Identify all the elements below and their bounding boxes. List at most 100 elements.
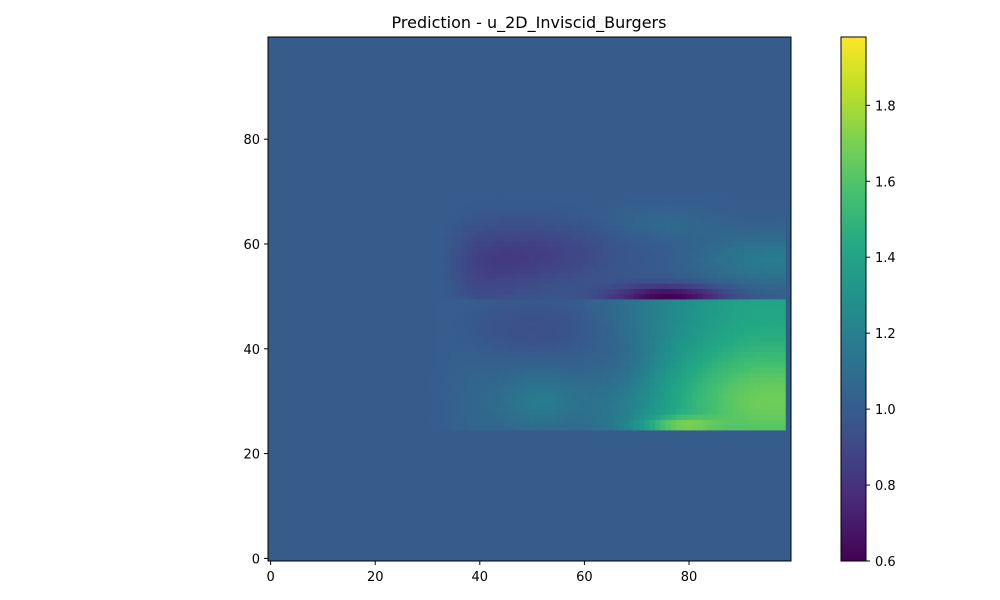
- heatmap-cell: [273, 555, 279, 562]
- heatmap-cell: [351, 471, 358, 478]
- heatmap-cell: [451, 346, 457, 352]
- heatmap-cell: [764, 529, 771, 536]
- heatmap-cell: [597, 540, 604, 546]
- heatmap-cell: [681, 513, 687, 520]
- heatmap-cell: [555, 461, 562, 468]
- heatmap-cell: [351, 529, 358, 536]
- heatmap-cell: [309, 498, 316, 504]
- heatmap-cell: [362, 550, 368, 557]
- heatmap-cell: [628, 450, 635, 457]
- heatmap-cell: [743, 299, 750, 305]
- heatmap-cell: [294, 529, 300, 536]
- heatmap-cell: [592, 487, 598, 494]
- heatmap-cell: [686, 545, 693, 551]
- heatmap-cell: [723, 430, 729, 436]
- heatmap-cell: [728, 492, 734, 499]
- heatmap-cell: [299, 545, 306, 551]
- heatmap-cell: [754, 319, 761, 326]
- heatmap-cell: [451, 466, 457, 473]
- heatmap-cell: [764, 471, 771, 478]
- heatmap-cell: [524, 492, 530, 499]
- heatmap-cell: [785, 482, 792, 489]
- heatmap-cell: [341, 435, 347, 441]
- heatmap-cell: [362, 555, 368, 562]
- heatmap-cell: [770, 346, 776, 352]
- heatmap-cell: [414, 508, 421, 515]
- heatmap-cell: [775, 414, 781, 420]
- heatmap-cell: [728, 555, 734, 562]
- heatmap-cell: [649, 440, 656, 447]
- heatmap-cell: [388, 461, 394, 468]
- heatmap-cell: [670, 409, 677, 415]
- heatmap-cell: [351, 466, 358, 473]
- heatmap-cell: [451, 304, 457, 310]
- heatmap-cell: [273, 346, 279, 352]
- heatmap-cell: [534, 314, 541, 321]
- heatmap-cell: [566, 424, 572, 431]
- heatmap-cell: [278, 403, 285, 410]
- heatmap-cell: [325, 424, 332, 431]
- heatmap-cell: [487, 540, 494, 546]
- heatmap-cell: [383, 424, 389, 431]
- heatmap-cell: [288, 367, 295, 373]
- heatmap-cell: [398, 377, 405, 384]
- heatmap-cell: [597, 393, 604, 399]
- heatmap-cell: [675, 529, 682, 536]
- heatmap-cell: [519, 388, 525, 394]
- heatmap-cell: [325, 372, 332, 378]
- heatmap-cell: [403, 450, 410, 457]
- heatmap-cell: [639, 492, 645, 499]
- heatmap-cell: [723, 550, 729, 557]
- heatmap-cell: [456, 419, 462, 426]
- heatmap-cell: [503, 492, 509, 499]
- heatmap-cell: [576, 414, 583, 420]
- heatmap-cell: [424, 534, 431, 541]
- heatmap-cell: [613, 424, 619, 431]
- heatmap-cell: [362, 450, 368, 457]
- heatmap-cell: [471, 498, 478, 504]
- heatmap-cell: [440, 419, 447, 426]
- heatmap-cell: [471, 456, 478, 462]
- heatmap-cell: [675, 513, 682, 520]
- heatmap-cell: [383, 534, 389, 541]
- heatmap-cell: [759, 430, 766, 436]
- heatmap-cell: [764, 356, 771, 363]
- heatmap-cell: [550, 377, 557, 384]
- heatmap-cell: [764, 540, 771, 546]
- heatmap-cell: [482, 424, 489, 431]
- heatmap-cell: [487, 440, 494, 447]
- heatmap-cell: [712, 519, 719, 525]
- heatmap-cell: [686, 340, 693, 347]
- heatmap-cell: [738, 503, 745, 509]
- heatmap-cell: [335, 445, 342, 452]
- heatmap-cell: [649, 351, 656, 358]
- heatmap-cell: [487, 377, 494, 384]
- heatmap-cell: [539, 508, 546, 515]
- heatmap-cell: [325, 393, 332, 399]
- heatmap-cell: [681, 403, 687, 410]
- heatmap-cell: [707, 492, 713, 499]
- heatmap-cell: [717, 471, 724, 478]
- heatmap-cell: [466, 503, 473, 509]
- heatmap-cell: [770, 361, 776, 368]
- heatmap-cell: [393, 529, 400, 536]
- heatmap-cell: [268, 503, 274, 509]
- heatmap-cell: [524, 513, 530, 520]
- heatmap-cell: [393, 487, 400, 494]
- heatmap-cell: [576, 466, 583, 473]
- heatmap-cell: [471, 356, 478, 363]
- heatmap-cell: [550, 393, 557, 399]
- heatmap-cell: [288, 550, 295, 557]
- heatmap-cell: [738, 367, 745, 373]
- heatmap-cell: [435, 513, 441, 520]
- heatmap-cell: [743, 435, 750, 441]
- heatmap-cell: [539, 372, 546, 378]
- heatmap-cell: [550, 304, 557, 310]
- heatmap-cell: [278, 492, 285, 499]
- heatmap-cell: [529, 409, 536, 415]
- heatmap-cell: [534, 466, 541, 473]
- heatmap-cell: [461, 398, 468, 405]
- heatmap-cell: [409, 414, 415, 420]
- heatmap-cell: [414, 330, 421, 337]
- heatmap-cell: [696, 450, 703, 457]
